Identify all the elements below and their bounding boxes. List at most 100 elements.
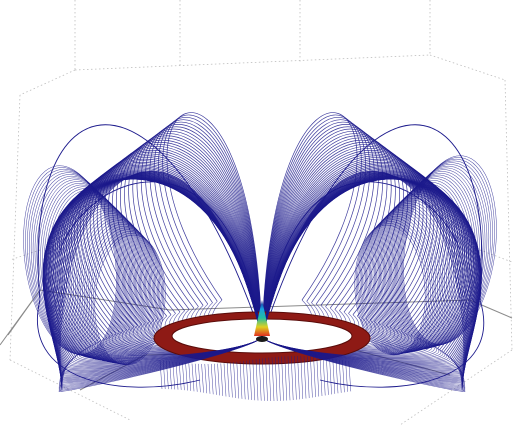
field-line [145, 124, 263, 339]
field-line [120, 137, 263, 339]
source-base [256, 336, 268, 342]
field-line-lower [172, 361, 176, 390]
field-line-lower [310, 356, 313, 398]
source-cone-body [254, 300, 270, 336]
axis-grid [9, 0, 513, 426]
field-line-lower [313, 356, 316, 398]
field-line [162, 114, 263, 339]
field-line-lower [194, 363, 198, 392]
field-line-lower [265, 357, 268, 401]
field-line-lower [214, 363, 217, 395]
field-line-lower [188, 363, 192, 391]
field-line-lower [316, 357, 320, 397]
field-line-lower [303, 356, 307, 399]
field-line-lower [162, 360, 166, 390]
field-line [140, 126, 263, 339]
field-line-lower [306, 356, 310, 399]
field-line-lower [233, 362, 236, 398]
field-line-lower [271, 357, 275, 402]
field-line-lower [287, 356, 291, 401]
field-line-lower [217, 363, 220, 396]
field-line-lower [290, 356, 294, 401]
field-line-lower [294, 355, 297, 400]
field-line [96, 149, 263, 339]
field-line-lower [220, 363, 224, 396]
field-line-lower [274, 356, 278, 401]
field-line-lower [281, 356, 284, 401]
field-line [93, 151, 263, 339]
field-line-lower [348, 361, 352, 392]
field-line-lower [255, 359, 259, 401]
field-line-lower [236, 361, 240, 399]
field-line-lower [166, 360, 169, 390]
field-line [261, 157, 441, 339]
field-line [149, 121, 263, 339]
field-line [261, 117, 366, 339]
field-line-lower [182, 362, 185, 391]
field-line-lower [329, 358, 332, 395]
field-line [261, 133, 396, 339]
field-line-lower [249, 360, 252, 400]
field-line [261, 151, 431, 339]
field-line [261, 119, 371, 339]
field-line [166, 112, 263, 339]
field-line-lower [178, 362, 182, 390]
field-line-lower [300, 356, 304, 399]
field-line-lower [342, 360, 345, 393]
field-line [261, 114, 362, 339]
field-line [261, 155, 438, 339]
field-line-lower [169, 361, 172, 390]
field-line-lower [230, 362, 233, 398]
field-line [261, 112, 358, 339]
field-lines-back [23, 112, 497, 388]
field-line-lower [198, 363, 201, 393]
field-line-lower [262, 358, 265, 401]
grid-line [9, 249, 41, 261]
field-line [104, 146, 263, 339]
grid-line [9, 94, 21, 361]
field-line-lower [335, 359, 339, 394]
field-line-return [58, 337, 263, 392]
field-line [261, 146, 420, 339]
field-line [100, 148, 263, 339]
box-line [169, 299, 471, 311]
field-line [261, 124, 379, 339]
field-line-lower [242, 360, 246, 400]
field-line-lower [338, 359, 342, 393]
field-line-lower [223, 363, 227, 397]
field-line [83, 157, 263, 339]
field-line-return [261, 337, 466, 392]
field-line-lower [246, 360, 249, 400]
field-loop-right [354, 224, 426, 356]
field-line-lower [278, 356, 281, 401]
grid-line [74, 54, 431, 71]
field-line [89, 153, 263, 339]
field-line-lower [326, 358, 329, 395]
field-line-lower [185, 363, 188, 391]
source-cone [254, 300, 270, 342]
field-line-lower [284, 356, 288, 401]
field-line-lower [322, 357, 326, 396]
grid-line [479, 249, 513, 263]
field-line-lower [210, 363, 214, 395]
field-line-lower [201, 363, 204, 393]
field-line-lower [252, 359, 256, 401]
field-line-lower [207, 363, 211, 394]
field-line [158, 117, 263, 339]
field-line [136, 128, 263, 339]
field-line-lower [159, 359, 163, 390]
field-line [261, 144, 416, 339]
grid-line [429, 54, 506, 81]
field-line-lower [345, 360, 348, 392]
field-line-lower [268, 357, 272, 402]
field-line [261, 121, 375, 339]
field-line-lower [239, 361, 243, 399]
field-line-lower [191, 363, 195, 392]
field-line-lower [258, 358, 262, 401]
field-line [261, 170, 465, 391]
box-line [0, 289, 41, 346]
grid-line [504, 79, 513, 351]
field-line-lower [204, 363, 208, 394]
